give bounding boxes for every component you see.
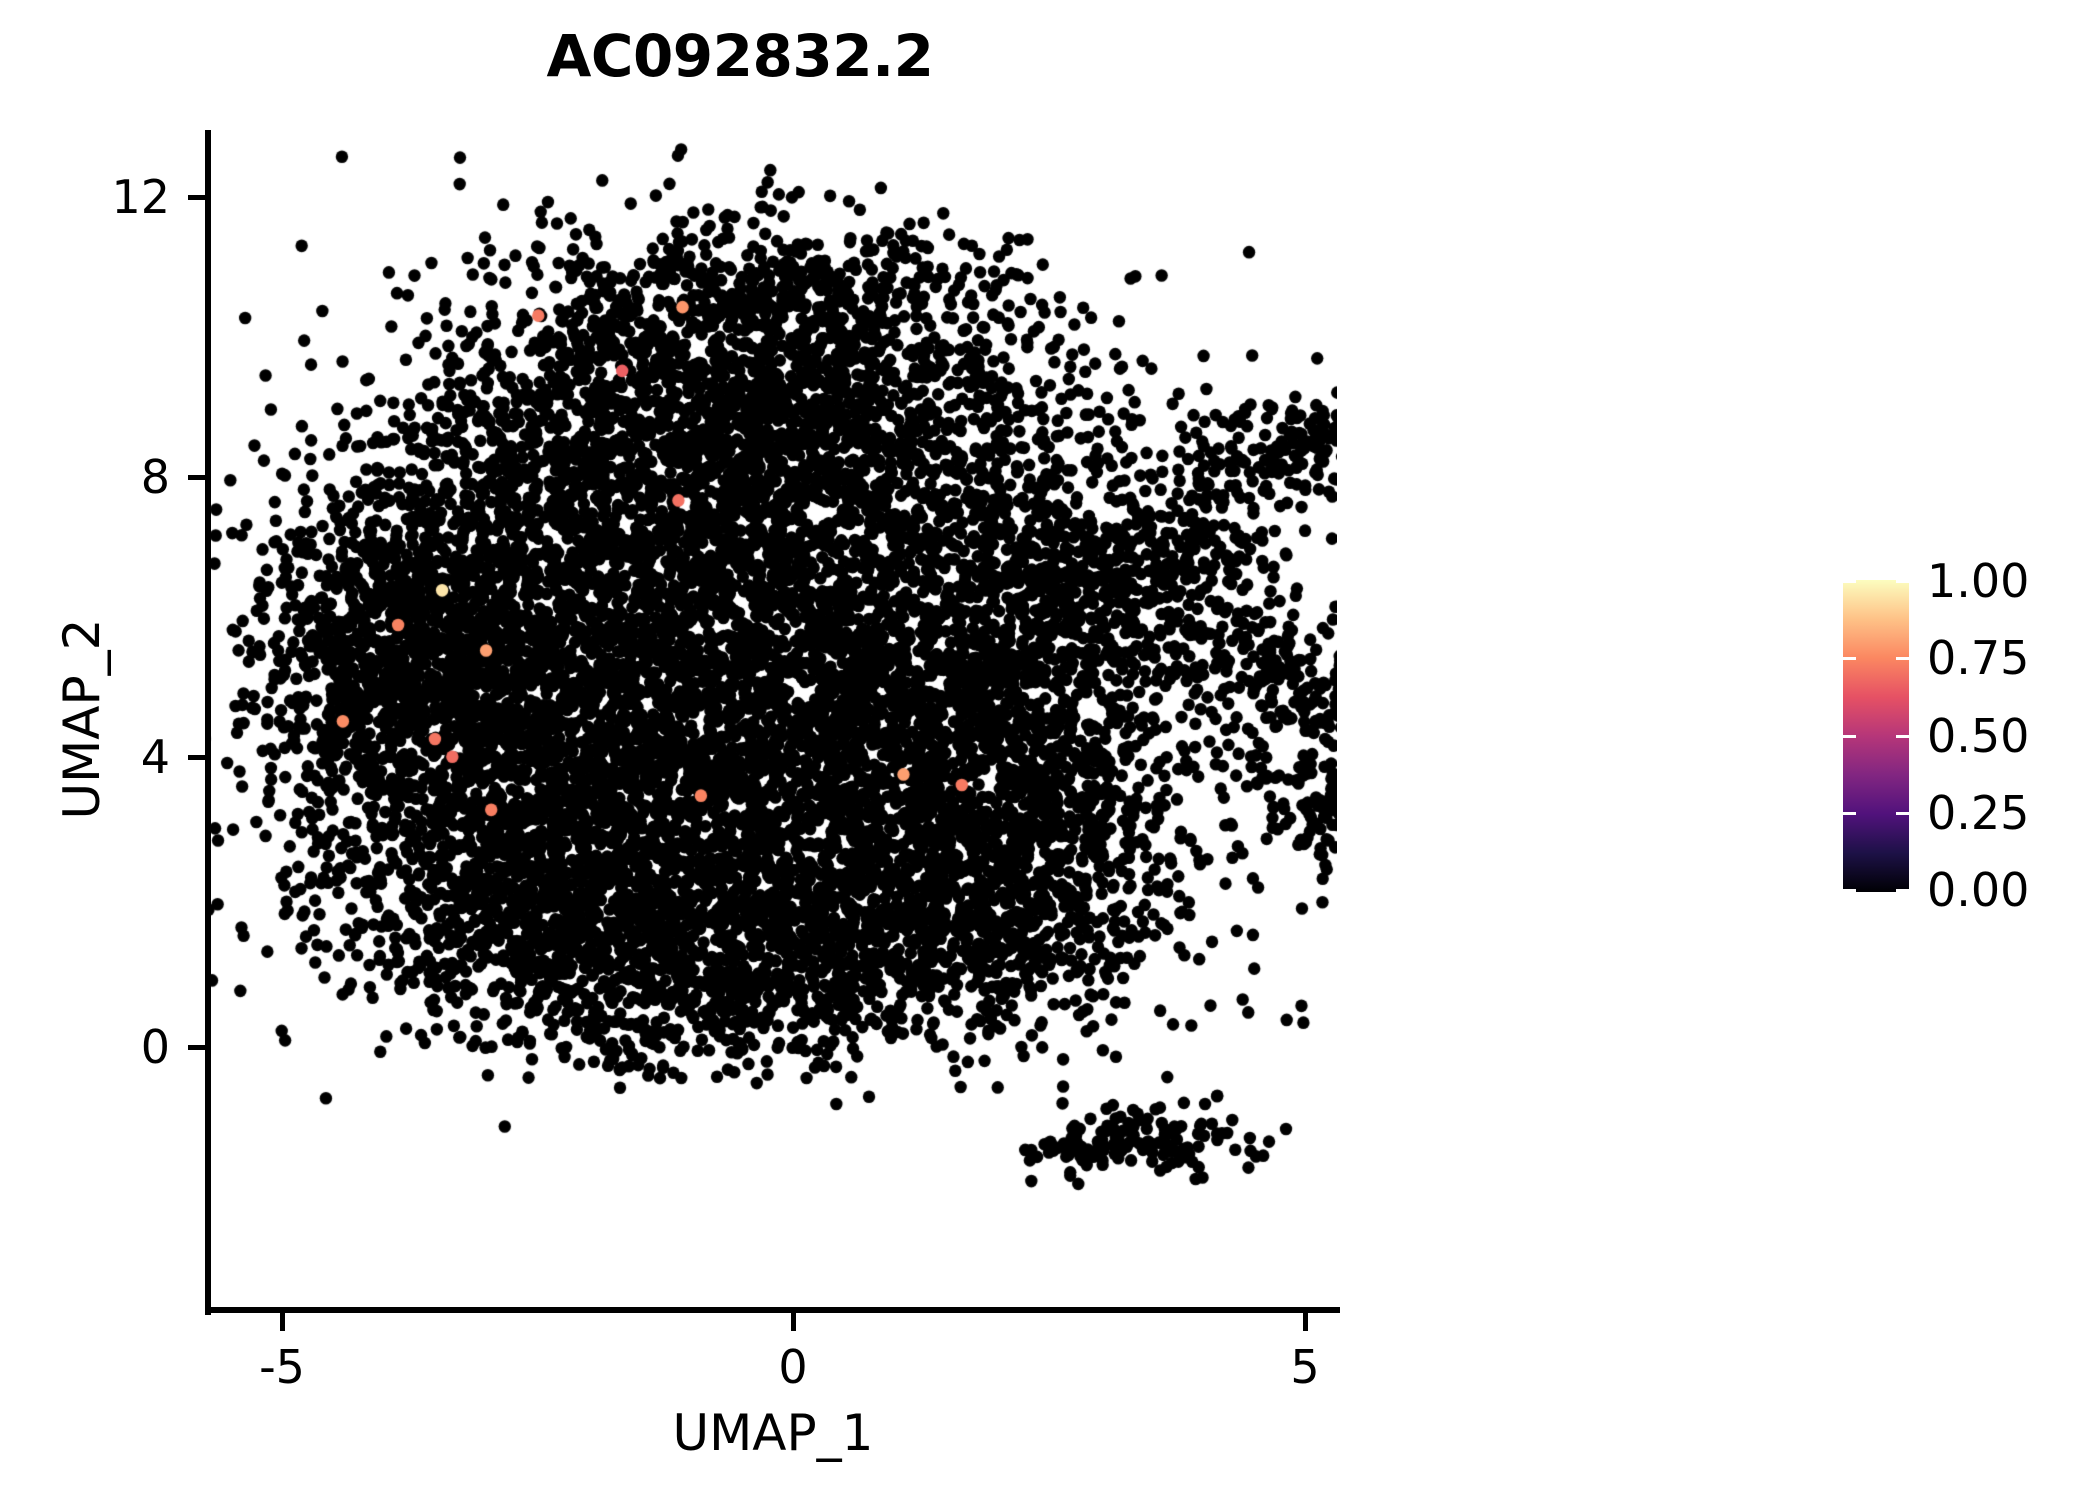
colorbar-label-1-00: 1.00 [1927,554,2030,608]
y-tick-mark-4 [188,755,206,760]
colorbar-label-0-25: 0.25 [1927,786,2030,840]
colorbar-label-0-00: 0.00 [1927,863,2030,917]
colorbar-gradient [1843,580,1909,892]
x-tick-mark-neg5 [280,1313,285,1331]
y-axis-label: UMAP_2 [53,618,111,820]
x-tick-label-0: 0 [778,1340,808,1394]
y-tick-label-4: 4 [140,730,170,784]
y-axis-spine [205,130,211,1315]
colorbar-tick-1-00-left [1843,580,1856,583]
colorbar-tick-0-25-right [1896,812,1909,815]
colorbar: 1.00 0.75 0.50 0.25 0.00 [1843,558,2073,913]
y-tick-mark-12 [188,195,206,200]
x-axis-label: UMAP_1 [672,1404,874,1462]
colorbar-tick-0-00-right [1896,889,1909,892]
x-tick-mark-5 [1303,1313,1308,1331]
page-title: AC092832.2 [546,22,934,90]
x-tick-label-neg5: -5 [259,1340,305,1394]
y-tick-mark-0 [188,1045,206,1050]
x-axis-spine [205,1307,1340,1313]
colorbar-tick-0-50-right [1896,735,1909,738]
y-tick-label-8: 8 [140,450,170,504]
colorbar-label-0-75: 0.75 [1927,631,2030,685]
colorbar-tick-0-75-left [1843,657,1856,660]
colorbar-tick-0-25-left [1843,812,1856,815]
y-tick-label-12: 12 [111,170,170,224]
colorbar-tick-1-00-right [1896,580,1909,583]
x-tick-mark-0 [791,1313,796,1331]
plot-area [209,130,1337,1310]
colorbar-label-0-50: 0.50 [1927,709,2030,763]
x-tick-label-5: 5 [1290,1340,1320,1394]
y-tick-label-0: 0 [140,1020,170,1074]
colorbar-tick-0-00-left [1843,889,1856,892]
colorbar-tick-0-50-left [1843,735,1856,738]
colorbar-tick-0-75-right [1896,657,1909,660]
y-tick-mark-8 [188,475,206,480]
scatter-points-canvas [209,130,1337,1310]
